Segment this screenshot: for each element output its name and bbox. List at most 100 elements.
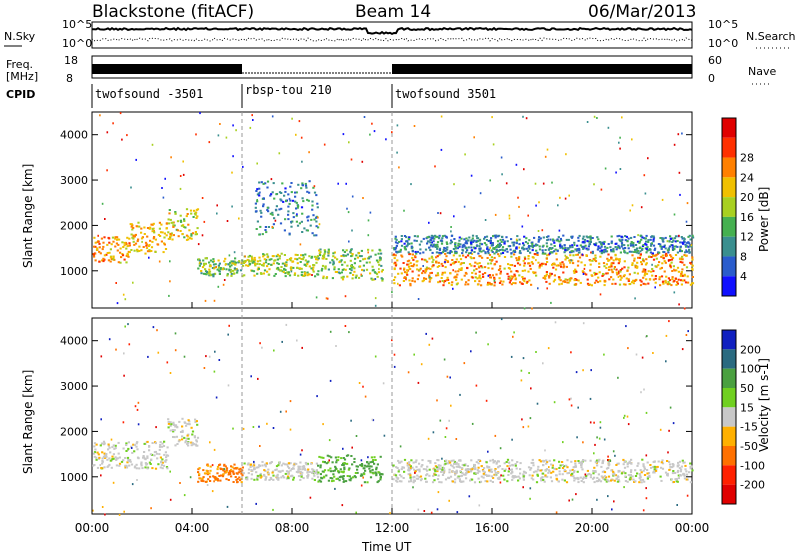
range-cell [256, 262, 259, 265]
range-cell [288, 274, 292, 277]
range-cell [488, 253, 492, 256]
range-cell [462, 262, 465, 264]
range-cell [141, 467, 144, 470]
range-cell [351, 446, 353, 449]
range-cell [580, 463, 583, 466]
range-cell [457, 244, 460, 247]
range-cell [247, 468, 251, 471]
range-cell [487, 274, 490, 277]
range-cell [604, 478, 607, 481]
range-cell [515, 247, 518, 250]
range-cell [621, 116, 623, 119]
range-cell [306, 229, 309, 232]
range-cell [665, 334, 668, 337]
range-cell [208, 472, 211, 475]
range-cell [332, 255, 335, 258]
range-cell [550, 301, 552, 304]
range-cell [582, 459, 585, 461]
range-cell [95, 456, 98, 459]
range-cell [207, 272, 210, 275]
range-cell [552, 470, 555, 473]
range-cell [180, 224, 183, 227]
range-cell [207, 478, 210, 481]
range-cell [522, 473, 525, 476]
range-cell [493, 256, 496, 259]
range-cell [642, 469, 645, 472]
range-cell [493, 473, 496, 476]
range-cell [299, 461, 302, 464]
range-cell [685, 220, 688, 223]
range-cell [577, 239, 580, 242]
range-cell [267, 210, 270, 213]
range-cell [641, 258, 645, 261]
range-cell [523, 168, 525, 171]
range-cell [262, 272, 265, 275]
range-cell [200, 270, 203, 272]
range-cell [577, 460, 580, 462]
range-cell [196, 436, 200, 439]
range-cell [540, 469, 544, 472]
range-cell [262, 203, 265, 206]
range-cell [562, 234, 565, 237]
range-cell [232, 155, 234, 158]
range-cell [277, 470, 280, 473]
range-cell [429, 241, 432, 244]
range-cell [591, 259, 594, 262]
range-cell [562, 247, 565, 250]
range-cell [685, 250, 688, 253]
range-cell [672, 265, 675, 268]
range-cell [125, 261, 128, 264]
range-cell [618, 260, 621, 263]
range-cell [299, 468, 302, 471]
range-cell [408, 242, 411, 245]
range-cell [663, 244, 666, 247]
range-cell [411, 256, 414, 259]
range-cell [536, 473, 539, 476]
range-cell [219, 267, 222, 269]
range-cell [313, 479, 316, 481]
freq-unit: [MHz] [6, 70, 38, 83]
range-cell [521, 276, 524, 278]
range-cell [659, 237, 662, 239]
range-cell [473, 465, 476, 468]
range-cell [498, 255, 501, 258]
range-cell [586, 248, 589, 251]
range-cell [311, 204, 314, 207]
range-cell [508, 217, 511, 220]
range-cell [201, 234, 204, 237]
range-cell [285, 323, 288, 326]
range-cell [456, 511, 459, 514]
range-cell [117, 452, 120, 455]
range-cell [519, 468, 522, 471]
range-cell [159, 235, 162, 237]
range-cell [655, 253, 658, 256]
range-cell [495, 260, 498, 263]
range-cell [438, 280, 442, 283]
range-cell [431, 256, 434, 259]
range-cell [359, 260, 362, 263]
range-cell [332, 252, 335, 255]
range-cell [340, 457, 343, 460]
range-cell [664, 247, 667, 250]
range-cell [576, 476, 579, 479]
range-cell [515, 270, 518, 272]
range-cell [502, 474, 505, 477]
range-cell [687, 241, 690, 244]
range-cell [290, 266, 293, 269]
range-cell [280, 207, 283, 210]
range-cell [253, 478, 256, 481]
range-cell [412, 265, 415, 268]
range-cell [103, 466, 106, 469]
range-cell [247, 472, 250, 475]
range-cell [140, 464, 143, 467]
range-cell [627, 347, 629, 350]
range-cell [436, 241, 440, 244]
nave-tick-top: 60 [708, 54, 722, 67]
range-cell [685, 266, 689, 269]
range-cell [381, 269, 384, 271]
range-cell [642, 260, 645, 263]
range-cell [165, 227, 168, 230]
range-cell [371, 249, 374, 252]
range-cell [112, 240, 115, 243]
range-cell [680, 468, 683, 471]
